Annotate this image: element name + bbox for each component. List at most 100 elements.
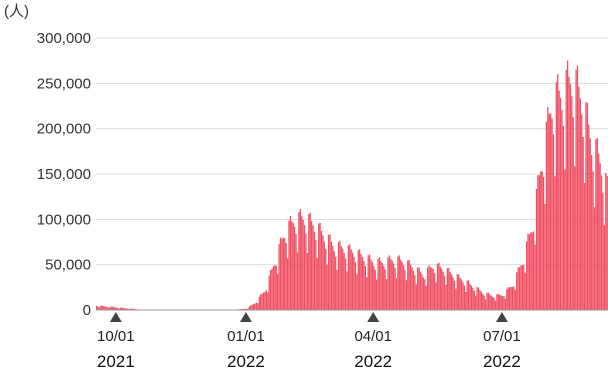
bar xyxy=(112,307,115,310)
bar xyxy=(494,300,497,310)
bar xyxy=(475,295,477,310)
y-tick-label: 300,000 xyxy=(37,30,91,47)
bar xyxy=(294,226,296,310)
bar xyxy=(414,275,416,310)
bar xyxy=(332,245,334,310)
bar xyxy=(363,261,365,310)
bar xyxy=(412,270,415,310)
bar xyxy=(380,261,382,310)
bar xyxy=(564,169,566,310)
x-axis-date-ticks: 10/01 2021 01/01 2022 04/01 2022 07/01 2022 xyxy=(97,312,521,371)
bar xyxy=(525,241,528,310)
bar xyxy=(303,225,306,310)
bar xyxy=(600,175,603,310)
bar xyxy=(445,284,447,310)
bar xyxy=(312,225,314,310)
bar xyxy=(405,280,408,310)
bar xyxy=(97,306,99,310)
bar xyxy=(443,275,446,310)
bar xyxy=(281,238,283,310)
bar xyxy=(343,252,345,310)
bar xyxy=(295,233,297,310)
bar xyxy=(121,307,123,310)
bar xyxy=(409,264,412,310)
bar xyxy=(357,250,359,310)
bar xyxy=(342,248,344,310)
bar xyxy=(583,183,586,310)
y-tick-label: 50,000 xyxy=(45,257,91,274)
bar xyxy=(418,267,420,310)
bar xyxy=(117,307,119,310)
y-tick-label: 0 xyxy=(83,302,91,319)
bar xyxy=(460,279,463,310)
bar xyxy=(467,280,470,310)
bar xyxy=(132,308,135,310)
bar xyxy=(497,293,499,310)
x-tick-date-label: 10/01 xyxy=(97,328,135,345)
bar xyxy=(439,266,441,310)
bar xyxy=(507,287,509,310)
bar xyxy=(243,308,245,310)
bar xyxy=(299,209,301,310)
bar xyxy=(288,220,290,310)
bar xyxy=(247,308,249,310)
bar xyxy=(391,260,393,310)
bar xyxy=(255,302,258,310)
y-tick-label: 150,000 xyxy=(37,166,91,183)
bar xyxy=(122,307,125,310)
bar xyxy=(408,260,410,310)
bar xyxy=(323,241,325,310)
bar xyxy=(254,303,256,310)
bar xyxy=(540,171,542,310)
bar xyxy=(593,207,596,310)
bar xyxy=(576,65,579,310)
bar xyxy=(513,286,515,310)
bar xyxy=(360,254,362,310)
bar xyxy=(424,279,426,310)
bar xyxy=(325,248,327,310)
bar xyxy=(279,237,282,310)
x-tick-date-label: 01/01 xyxy=(227,328,265,345)
bar xyxy=(264,292,266,310)
bar xyxy=(472,287,474,310)
bar xyxy=(390,259,392,310)
bar xyxy=(589,138,591,310)
bar xyxy=(302,219,304,310)
bar xyxy=(289,216,292,310)
bar xyxy=(274,265,276,310)
x-tick-year-label: 2022 xyxy=(483,352,521,371)
bar xyxy=(449,271,451,310)
bar xyxy=(350,249,352,310)
bar xyxy=(482,293,484,310)
bar xyxy=(373,265,375,310)
bar xyxy=(315,239,317,310)
bar xyxy=(510,287,512,310)
bar xyxy=(425,285,427,310)
bar xyxy=(528,234,531,310)
bar xyxy=(538,175,540,310)
bar xyxy=(551,118,553,311)
bar xyxy=(339,240,341,310)
bar xyxy=(446,268,449,310)
bar xyxy=(483,295,485,310)
bar xyxy=(432,269,434,310)
bar xyxy=(459,277,461,310)
bar xyxy=(407,260,409,310)
bar xyxy=(500,295,502,310)
bar xyxy=(364,266,366,310)
bar xyxy=(558,90,560,311)
bar xyxy=(353,256,355,310)
bar xyxy=(248,306,251,310)
bar xyxy=(548,113,550,311)
bar xyxy=(605,172,607,310)
bar xyxy=(592,171,594,310)
bar xyxy=(419,271,422,310)
bar xyxy=(595,139,597,310)
bar xyxy=(586,102,589,310)
bar xyxy=(308,214,310,310)
bar xyxy=(501,296,504,310)
bar xyxy=(438,262,440,310)
bar xyxy=(517,267,519,310)
bar xyxy=(429,267,432,310)
bar xyxy=(291,221,293,310)
